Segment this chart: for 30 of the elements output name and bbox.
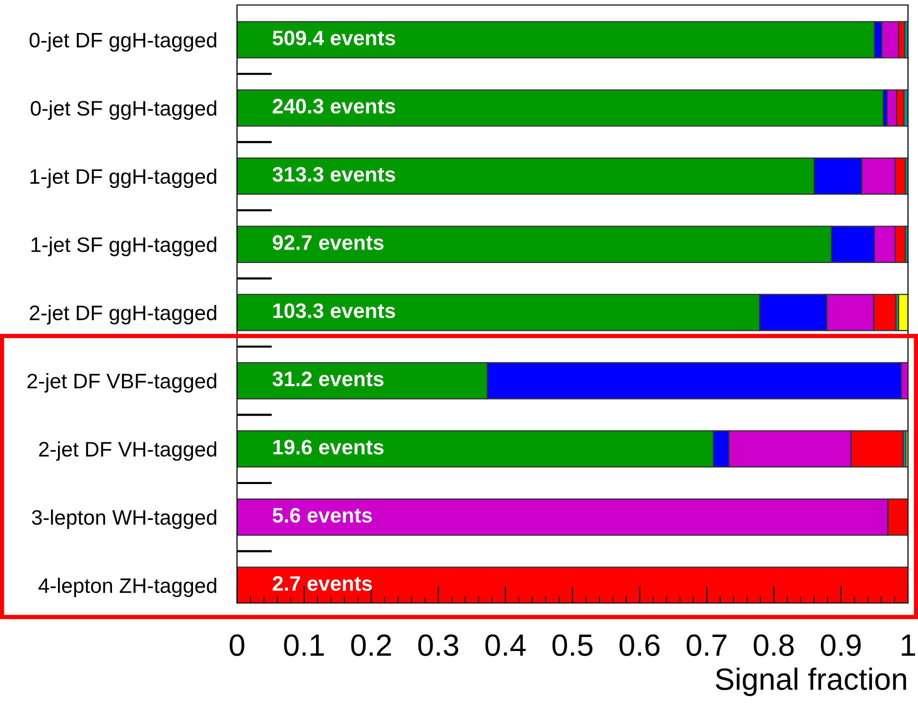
annotation: 19.6 events <box>273 440 384 454</box>
x-tick-label: 0.3 <box>418 634 458 656</box>
x-tick-label: 0.2 <box>351 634 391 656</box>
y-tick-label: 2-jet DF VBF-tagged <box>28 373 216 393</box>
annotation: 31.2 events <box>272 372 384 386</box>
x-tick-label: 1 <box>902 634 916 656</box>
y-tick-label: 2-jet DF ggH-tagged <box>30 304 216 324</box>
x-tick-label: 0.8 <box>754 634 794 656</box>
y-tick-label: 0-jet DF ggH-tagged <box>30 32 216 52</box>
x-tick-label: 0.1 <box>284 634 324 656</box>
y-tick-label: 1-jet DF ggH-tagged <box>30 168 216 188</box>
x-tick-label: 0.5 <box>552 634 592 656</box>
y-tick-label: 0-jet SF ggH-tagged <box>30 100 216 120</box>
y-tick-label: 4-lepton ZH-tagged <box>38 578 216 598</box>
annotation: 313.3 events <box>272 166 396 182</box>
x-tick-label: 0.4 <box>485 634 526 656</box>
annotation: 5.6 events <box>272 508 372 523</box>
annotation: 2.7 events <box>272 576 372 591</box>
x-tick-label: 0 <box>230 634 244 656</box>
y-tick-label: 1-jet SF ggH-tagged <box>32 236 216 256</box>
x-axis-title: Signal fraction <box>716 668 906 696</box>
x-tick-label: 0.7 <box>686 634 726 656</box>
x-tick-label: 0.9 <box>820 634 861 656</box>
x-tick-label: 0.6 <box>620 634 660 656</box>
annotation: 92.7 events <box>272 235 384 250</box>
annotation: 103.3 events <box>273 303 396 318</box>
annotation: 240.3 events <box>272 98 396 114</box>
annotation: 509.4 events <box>272 30 396 46</box>
y-tick-label: 2-jet DF VH-tagged <box>39 441 216 461</box>
y-tick-label: 3-lepton WH-tagged <box>32 510 216 529</box>
